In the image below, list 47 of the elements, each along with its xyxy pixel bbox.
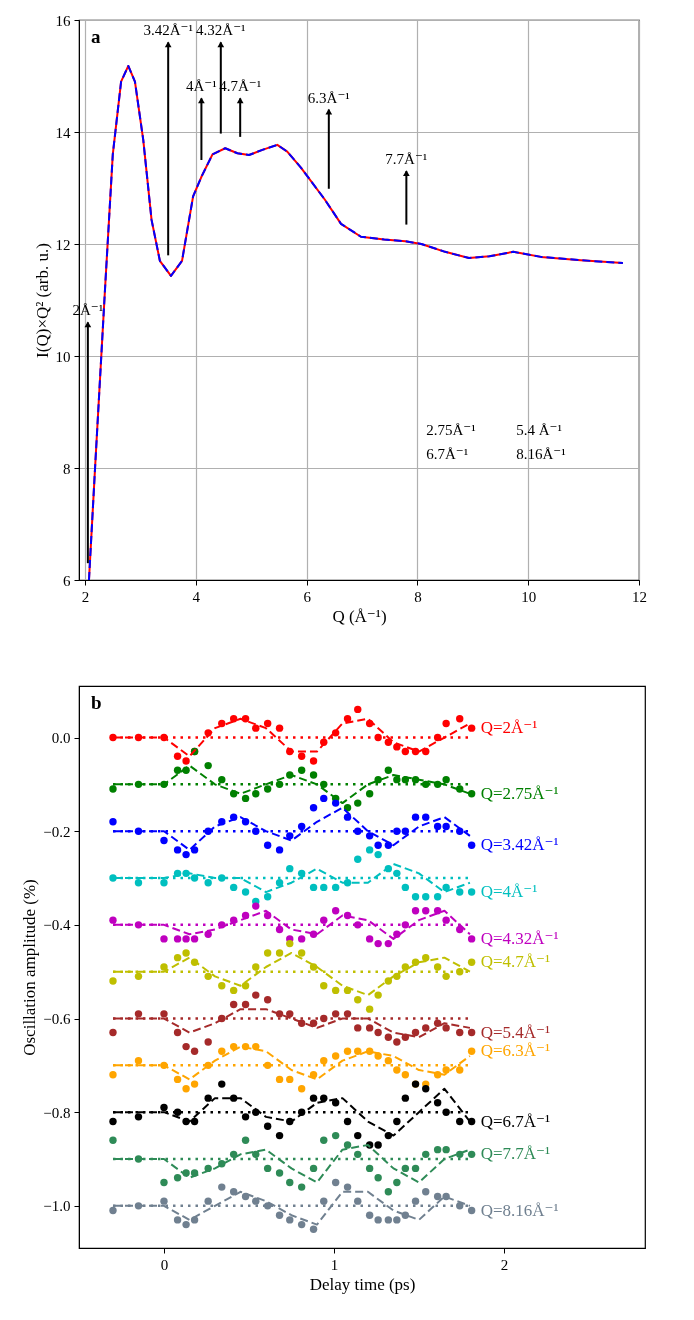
x-tick-label: 1 [330,1256,339,1273]
series-label: Q=3.42Å⁻¹ [480,835,559,855]
series-label: Q=4.32Å⁻¹ [480,928,559,948]
annotation: 8.16Å⁻¹ [516,446,566,463]
x-tick-label: 2 [81,588,90,605]
x-tick-label: 4 [192,588,201,605]
x-axis-title: Delay time (ps) [309,1274,416,1294]
x-tick-label: 12 [632,588,647,605]
annotation: 2.75Å⁻¹ [426,422,476,439]
series-label: Q=4.7Å⁻¹ [480,952,551,972]
annotation: 4Å⁻¹ [186,78,217,95]
x-tick-label: 8 [414,588,422,605]
series-label: Q=8.16Å⁻¹ [480,1200,559,1220]
series-label: Q=5.4Å⁻¹ [480,1022,551,1042]
series-label: Q=2Å⁻¹ [480,718,538,738]
annotation: 4.32Å⁻¹ [196,22,246,39]
annotation: b [91,692,102,713]
series-label: Q=6.3Å⁻¹ [480,1041,551,1061]
series-label: Q=2.75Å⁻¹ [480,783,559,803]
y-tick-label: 8 [63,460,71,477]
x-tick-label: 0 [160,1256,169,1273]
y-tick-label: 12 [55,236,71,253]
y-tick-label: −0.6 [43,1011,71,1028]
y-axis-title: Oscillation amplitude (%) [20,879,40,1056]
y-tick-label: −0.4 [43,917,71,934]
x-axis-title: Q (Å⁻¹) [332,606,387,626]
annotation: 5.4 Å⁻¹ [516,422,562,439]
y-tick-label: 14 [55,124,71,141]
y-tick-label: −0.8 [43,1104,71,1121]
x-tick-label: 2 [500,1256,509,1273]
y-tick-label: −0.2 [43,823,71,840]
series-label: Q=4Å⁻¹ [480,882,538,902]
annotation: 6.7Å⁻¹ [426,446,469,463]
y-tick-label: −1.0 [43,1198,71,1215]
annotation: a [91,26,101,47]
annotation: 6.3Å⁻¹ [307,89,350,106]
y-tick-label: 0.0 [51,730,71,747]
y-axis-title: I(Q)×Q² (arb. u.) [32,243,52,358]
annotation: 3.42Å⁻¹ [143,22,193,39]
annotation: 7.7Å⁻¹ [385,151,428,168]
series-label: Q=6.7Å⁻¹ [480,1111,551,1131]
series-label: Q=7.7Å⁻¹ [480,1144,551,1164]
y-tick-label: 10 [55,348,71,365]
y-tick-label: 6 [63,572,71,589]
y-tick-label: 16 [55,12,71,29]
x-tick-label: 6 [303,588,312,605]
x-tick-label: 10 [521,588,537,605]
